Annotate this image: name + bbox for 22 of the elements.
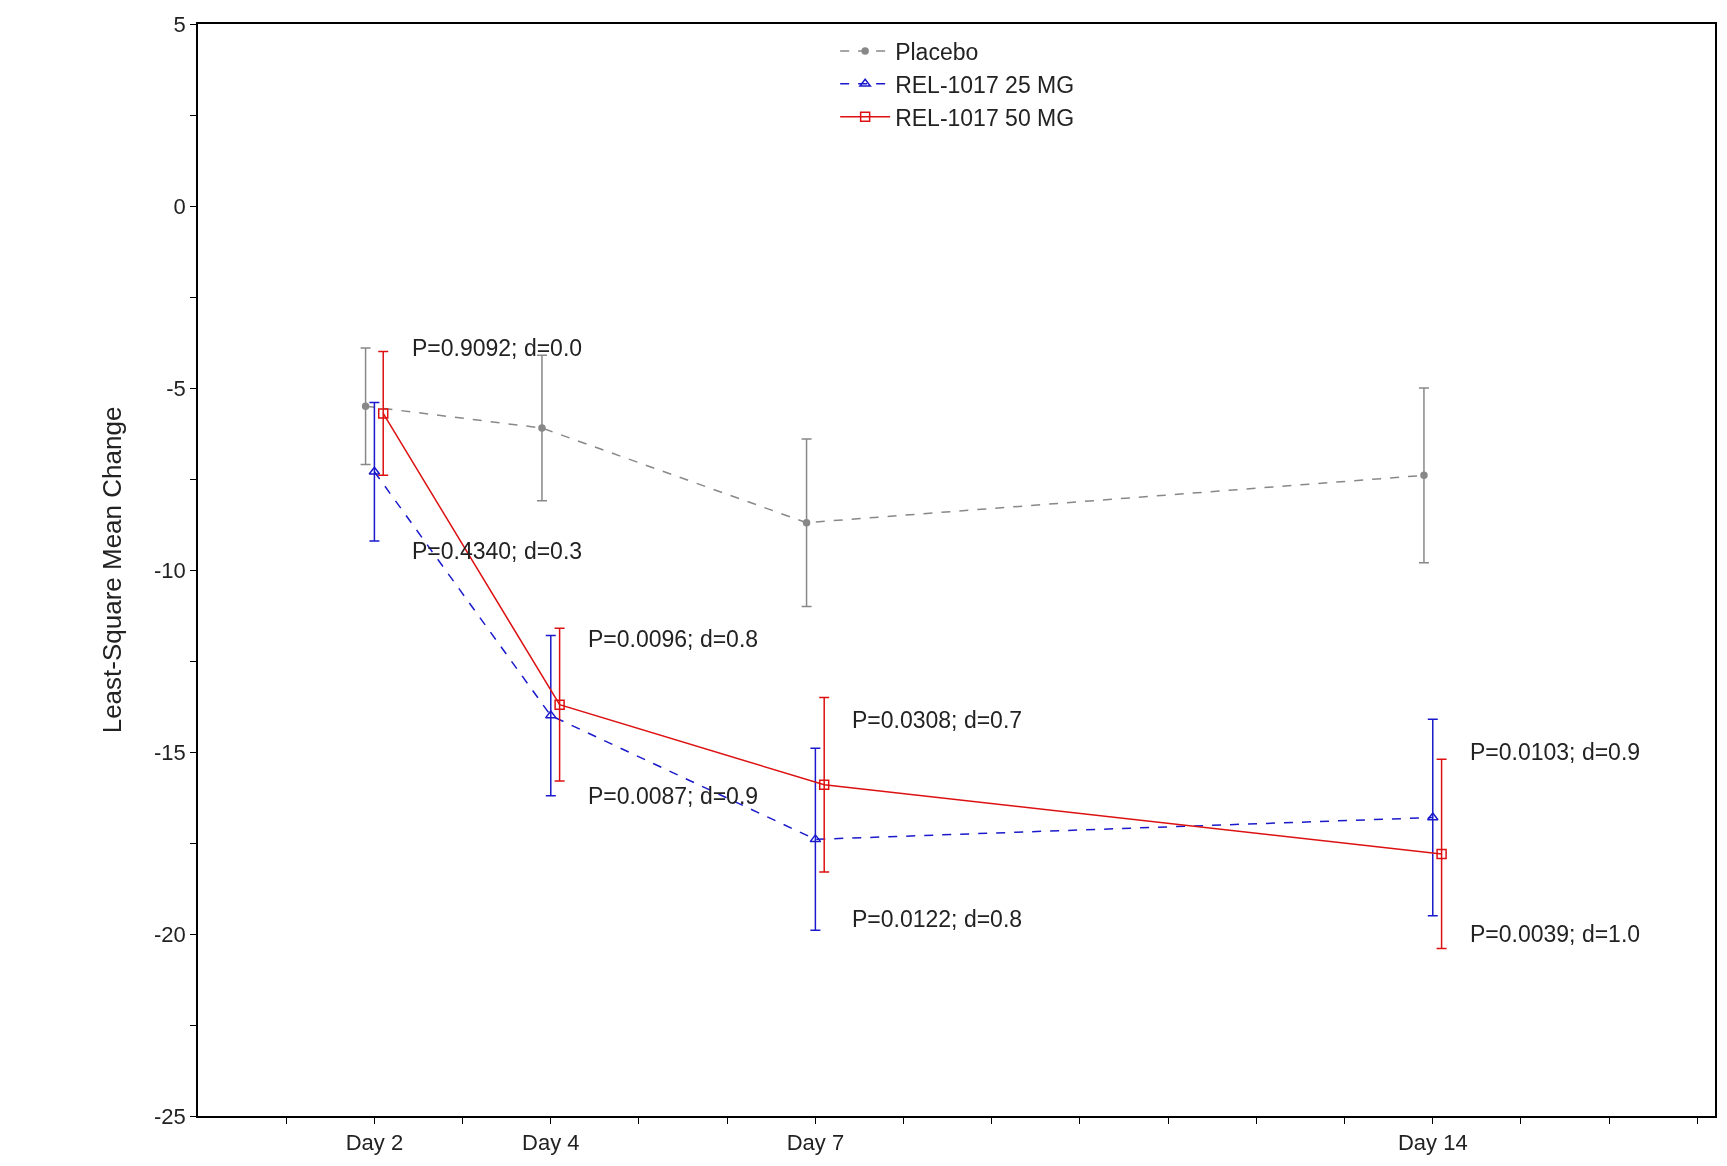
legend-label: Placebo (895, 38, 979, 65)
y-tick-label: -20 (154, 921, 186, 947)
x-tick-label: Day 14 (1397, 1130, 1468, 1156)
x-tick-label: Day 7 (786, 1130, 845, 1156)
y-tick-label: -25 (154, 1103, 186, 1129)
y-tick-label: -10 (154, 557, 186, 583)
y-tick-label: 5 (173, 11, 186, 37)
annotation: P=0.0122; d=0.8 (852, 906, 1023, 932)
x-tick-label: Day 2 (345, 1130, 404, 1156)
y-tick-label: 0 (173, 193, 186, 219)
annotation: P=0.0096; d=0.8 (588, 626, 759, 652)
annotation: P=0.9092; d=0.0 (412, 335, 583, 361)
y-tick-label: -15 (154, 739, 186, 765)
legend-label: REL-1017 25 MG (895, 71, 1075, 98)
annotation: P=0.0308; d=0.7 (852, 707, 1023, 733)
annotation: P=0.0039; d=1.0 (1470, 921, 1641, 947)
annotation: P=0.0087; d=0.9 (588, 783, 759, 809)
y-axis-title: Least-Square Mean Change (96, 406, 127, 734)
legend-label: REL-1017 50 MG (895, 104, 1075, 131)
y-tick-label: -5 (166, 375, 186, 401)
annotation: P=0.0103; d=0.9 (1470, 739, 1641, 765)
x-tick-label: Day 4 (522, 1130, 580, 1156)
